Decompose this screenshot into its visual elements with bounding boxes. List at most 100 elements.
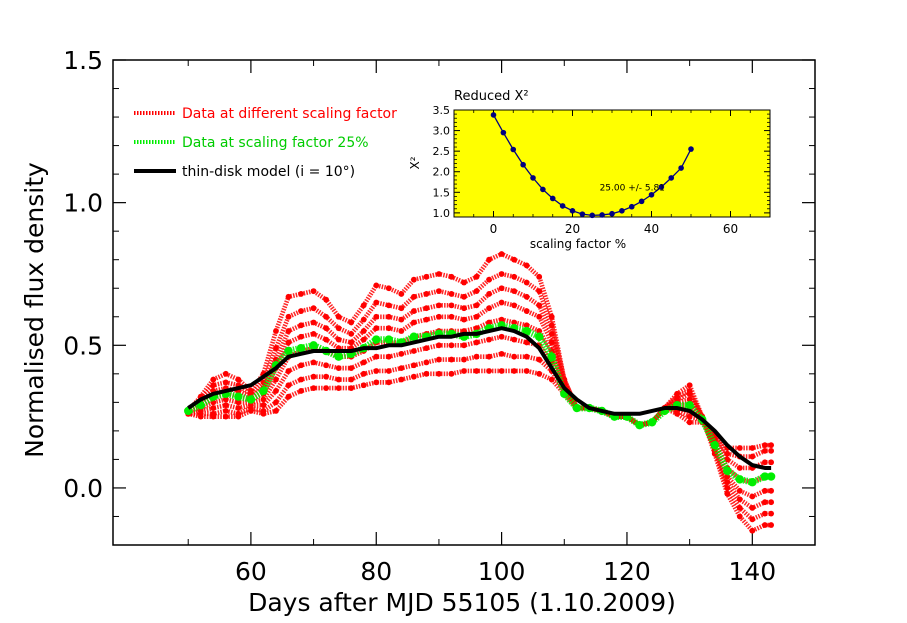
data-point bbox=[309, 341, 318, 350]
data-point bbox=[348, 330, 355, 337]
data-point bbox=[398, 376, 405, 383]
legend-label: Data at scaling factor 25% bbox=[182, 135, 369, 151]
model-series bbox=[187, 326, 772, 470]
data-point bbox=[749, 445, 756, 451]
legend: Data at different scaling factor Data at … bbox=[134, 106, 397, 180]
data-point bbox=[536, 356, 543, 363]
data-point bbox=[536, 302, 543, 309]
data-point bbox=[222, 408, 229, 414]
data-point bbox=[523, 368, 530, 374]
data-point bbox=[373, 299, 380, 306]
data-point bbox=[486, 305, 492, 312]
data-point bbox=[461, 293, 467, 300]
inset-frame bbox=[453, 109, 771, 218]
data-point bbox=[761, 459, 768, 466]
data-point bbox=[749, 493, 756, 500]
data-point bbox=[222, 396, 229, 403]
legend-label: Data at different scaling factor bbox=[182, 106, 397, 122]
data-point bbox=[296, 343, 306, 353]
data-point bbox=[511, 368, 518, 374]
chi2-point bbox=[648, 191, 655, 198]
data-point bbox=[273, 408, 279, 414]
data-point bbox=[285, 328, 292, 334]
data-point bbox=[724, 456, 731, 463]
chi2-point bbox=[628, 203, 635, 210]
data-point bbox=[373, 313, 380, 320]
data-point bbox=[436, 342, 442, 349]
data-point bbox=[473, 302, 480, 309]
y-tick-label: 1.0 bbox=[63, 189, 103, 218]
data-point bbox=[398, 305, 405, 312]
chi2-point bbox=[569, 208, 576, 214]
data-point bbox=[749, 527, 756, 534]
data-point bbox=[473, 368, 480, 374]
data-point bbox=[486, 319, 492, 326]
data-point bbox=[523, 279, 530, 286]
data-point bbox=[385, 353, 392, 360]
data-point bbox=[298, 291, 304, 297]
data-point bbox=[486, 291, 492, 297]
data-point bbox=[768, 510, 775, 517]
data-point bbox=[498, 251, 505, 257]
data-point bbox=[436, 288, 442, 294]
data-point bbox=[310, 373, 317, 380]
data-point bbox=[473, 325, 480, 332]
data-point bbox=[748, 478, 757, 487]
data-point bbox=[235, 405, 242, 411]
data-point bbox=[736, 513, 743, 520]
data-point bbox=[398, 328, 405, 334]
x-tick-label: 120 bbox=[603, 557, 651, 586]
inset-y-tick-label: 2.0 bbox=[433, 166, 451, 179]
data-point bbox=[360, 336, 367, 343]
data-point bbox=[323, 325, 330, 332]
data-point bbox=[686, 382, 693, 389]
chi2-point bbox=[678, 165, 684, 171]
data-point bbox=[348, 385, 355, 391]
data-point bbox=[461, 356, 467, 363]
chi2-point bbox=[589, 212, 596, 219]
data-point bbox=[298, 308, 304, 314]
data-point bbox=[710, 440, 719, 450]
scaling-series bbox=[185, 285, 775, 511]
data-point bbox=[210, 405, 217, 411]
chi2-point bbox=[490, 112, 497, 118]
inset-y-label: X² bbox=[408, 156, 422, 169]
inset-y-tick-label: 2.5 bbox=[433, 145, 451, 158]
data-point bbox=[448, 302, 455, 309]
data-point bbox=[410, 276, 417, 283]
series-line bbox=[186, 271, 772, 523]
data-point bbox=[736, 496, 743, 503]
data-point bbox=[273, 328, 279, 334]
data-point bbox=[273, 388, 279, 394]
data-point bbox=[348, 376, 355, 383]
data-point bbox=[548, 339, 555, 346]
data-point bbox=[736, 445, 743, 451]
data-point bbox=[768, 442, 775, 449]
data-point bbox=[523, 353, 530, 360]
data-point bbox=[486, 256, 492, 263]
inset-y-tick-label: 1.0 bbox=[433, 207, 451, 220]
inset-x-tick-label: 20 bbox=[565, 222, 580, 236]
data-point bbox=[298, 333, 304, 340]
data-point bbox=[536, 288, 543, 294]
data-point bbox=[285, 393, 292, 400]
data-point bbox=[736, 505, 743, 511]
data-point bbox=[535, 332, 544, 341]
data-point bbox=[273, 376, 279, 383]
data-point bbox=[246, 395, 256, 404]
data-point bbox=[736, 487, 743, 494]
data-point bbox=[736, 465, 743, 471]
data-point bbox=[348, 339, 355, 346]
data-point bbox=[686, 413, 693, 420]
data-point bbox=[423, 305, 430, 312]
data-point bbox=[323, 313, 330, 320]
data-point bbox=[761, 510, 768, 517]
data-point bbox=[323, 362, 330, 369]
data-point bbox=[448, 356, 455, 363]
data-point bbox=[523, 322, 530, 329]
data-point bbox=[335, 365, 342, 372]
data-point bbox=[461, 342, 467, 349]
data-point bbox=[723, 466, 732, 476]
data-point bbox=[522, 326, 531, 336]
